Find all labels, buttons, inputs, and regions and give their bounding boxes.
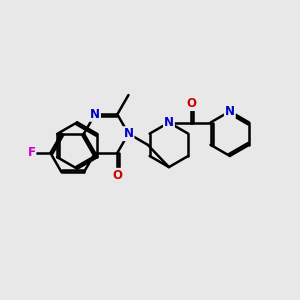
Text: N: N — [124, 127, 134, 140]
Text: N: N — [164, 116, 174, 129]
Text: O: O — [112, 169, 122, 182]
Text: O: O — [186, 97, 196, 110]
Text: N: N — [225, 105, 235, 118]
Text: F: F — [28, 146, 35, 160]
Text: N: N — [90, 108, 100, 121]
